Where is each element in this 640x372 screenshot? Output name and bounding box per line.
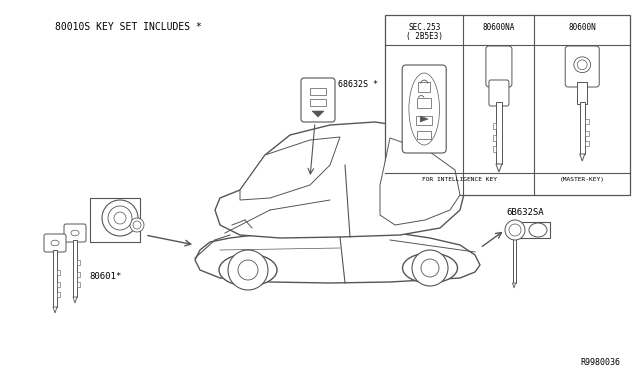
Circle shape (114, 212, 126, 224)
Polygon shape (215, 122, 465, 238)
Bar (77, 260, 80, 265)
Text: 80010S KEY SET INCLUDES *: 80010S KEY SET INCLUDES * (55, 22, 202, 32)
Bar (417, 97, 431, 108)
Text: FOR INTELLIGENCE KEY: FOR INTELLIGENCE KEY (422, 177, 497, 182)
Bar (57, 292, 60, 297)
FancyBboxPatch shape (44, 234, 66, 252)
FancyBboxPatch shape (64, 224, 86, 242)
FancyBboxPatch shape (565, 46, 599, 87)
Circle shape (133, 221, 141, 229)
Text: 6B632SA: 6B632SA (506, 208, 544, 217)
Circle shape (412, 250, 448, 286)
Text: R9980036: R9980036 (580, 358, 620, 367)
FancyBboxPatch shape (402, 65, 446, 153)
Polygon shape (513, 283, 515, 288)
Polygon shape (240, 137, 340, 200)
Polygon shape (53, 307, 57, 313)
FancyBboxPatch shape (489, 80, 509, 106)
Bar (73, 240, 77, 297)
Circle shape (102, 200, 138, 236)
Circle shape (505, 220, 525, 240)
Circle shape (577, 60, 587, 70)
Bar (585, 141, 589, 146)
Bar (513, 238, 515, 283)
Polygon shape (580, 154, 585, 161)
Ellipse shape (51, 240, 59, 246)
Ellipse shape (529, 223, 547, 237)
FancyBboxPatch shape (486, 46, 512, 87)
Bar (496, 102, 502, 164)
Text: 80600N: 80600N (568, 23, 596, 32)
Circle shape (238, 260, 258, 280)
Bar (90, 198, 140, 242)
Bar (310, 99, 326, 106)
Bar (385, 15, 630, 195)
Bar (493, 123, 496, 129)
Polygon shape (380, 138, 460, 225)
Bar (57, 270, 60, 275)
Bar (493, 146, 496, 152)
Bar (585, 119, 589, 124)
Text: (MASTER-KEY): (MASTER-KEY) (560, 177, 605, 182)
Ellipse shape (71, 230, 79, 236)
Polygon shape (195, 230, 480, 283)
Circle shape (228, 250, 268, 290)
Bar (77, 272, 80, 277)
Polygon shape (312, 111, 324, 117)
Bar (57, 282, 60, 287)
Circle shape (509, 224, 521, 236)
Ellipse shape (219, 254, 277, 286)
Bar (417, 131, 431, 140)
Polygon shape (420, 116, 428, 122)
FancyBboxPatch shape (301, 78, 335, 122)
Text: 80600NA: 80600NA (483, 23, 515, 32)
Bar (510, 222, 550, 238)
Text: ( 2B5E3): ( 2B5E3) (406, 32, 443, 41)
Bar (577, 82, 588, 104)
Bar (580, 102, 585, 154)
Polygon shape (73, 297, 77, 303)
Bar (53, 250, 57, 307)
Ellipse shape (574, 57, 591, 73)
Circle shape (130, 218, 144, 232)
Bar (416, 116, 432, 125)
Text: 80601*: 80601* (89, 272, 121, 281)
Bar (493, 135, 496, 141)
Bar (585, 131, 589, 136)
Bar (310, 88, 326, 95)
Bar (77, 282, 80, 287)
Text: SEC.253: SEC.253 (408, 23, 440, 32)
Ellipse shape (403, 253, 458, 283)
Polygon shape (496, 164, 502, 172)
Bar (418, 81, 430, 92)
Text: 68632S *: 68632S * (338, 80, 378, 89)
Circle shape (421, 259, 439, 277)
Circle shape (108, 206, 132, 230)
